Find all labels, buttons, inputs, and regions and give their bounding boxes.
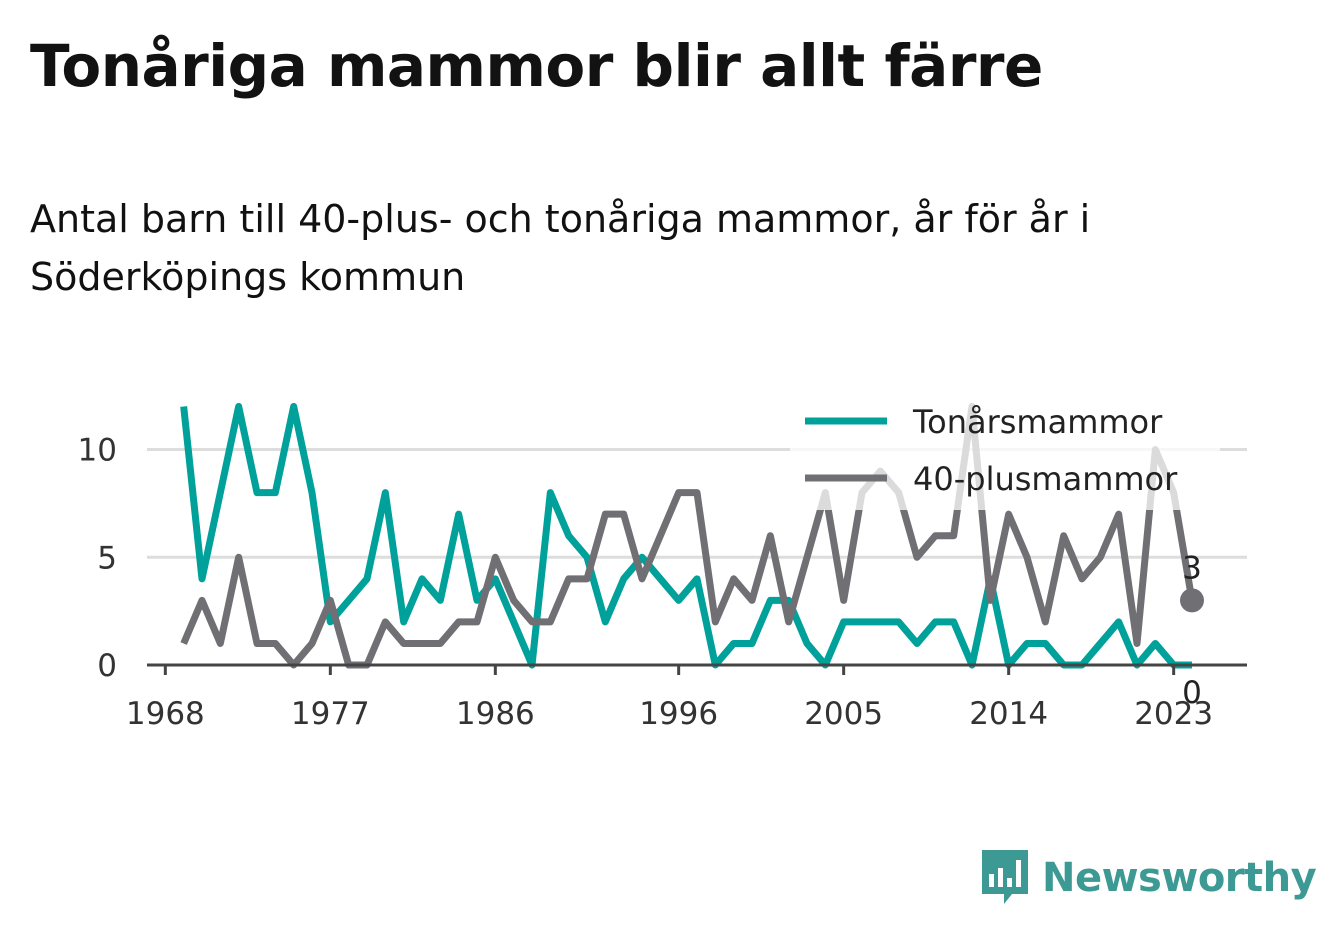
x-tick-label: 1986 <box>456 696 535 732</box>
brand-logo: Newsworthy <box>980 848 1317 908</box>
page-title: Tonåriga mammor blir allt färre <box>30 32 1043 100</box>
legend-label: 40-plusmammor <box>913 460 1178 498</box>
end-label-tonarsmammor: 0 <box>1182 675 1202 711</box>
x-tick-label: 1996 <box>639 696 718 732</box>
legend-background <box>790 390 1220 510</box>
legend-label: Tonårsmammor <box>912 403 1163 441</box>
y-tick-label: 0 <box>97 648 117 684</box>
x-tick-label: 1977 <box>291 696 370 732</box>
end-labels: 30 <box>1180 550 1204 711</box>
page-subtitle: Antal barn till 40-plus- och tonåriga ma… <box>30 197 1091 299</box>
y-tick-label: 10 <box>78 433 117 469</box>
brand-name: Newsworthy <box>1042 855 1317 901</box>
y-tick-label: 5 <box>97 540 117 576</box>
legend: Tonårsmammor 40-plusmammor <box>790 390 1220 510</box>
x-tick-label: 2023 <box>1134 696 1213 732</box>
axes: 0 5 10 1968 1977 1986 1996 2005 2014 2023 <box>78 433 1247 732</box>
x-tick-label: 1968 <box>126 696 205 732</box>
end-label-40-plusmammor: 3 <box>1182 550 1202 586</box>
x-tick-label: 2014 <box>969 696 1048 732</box>
end-point-40-plusmammor <box>1180 588 1204 613</box>
newsworthy-logo-icon <box>982 850 1028 904</box>
series-line-tonarsmammor <box>180 402 1192 669</box>
x-tick-label: 2005 <box>804 696 883 732</box>
